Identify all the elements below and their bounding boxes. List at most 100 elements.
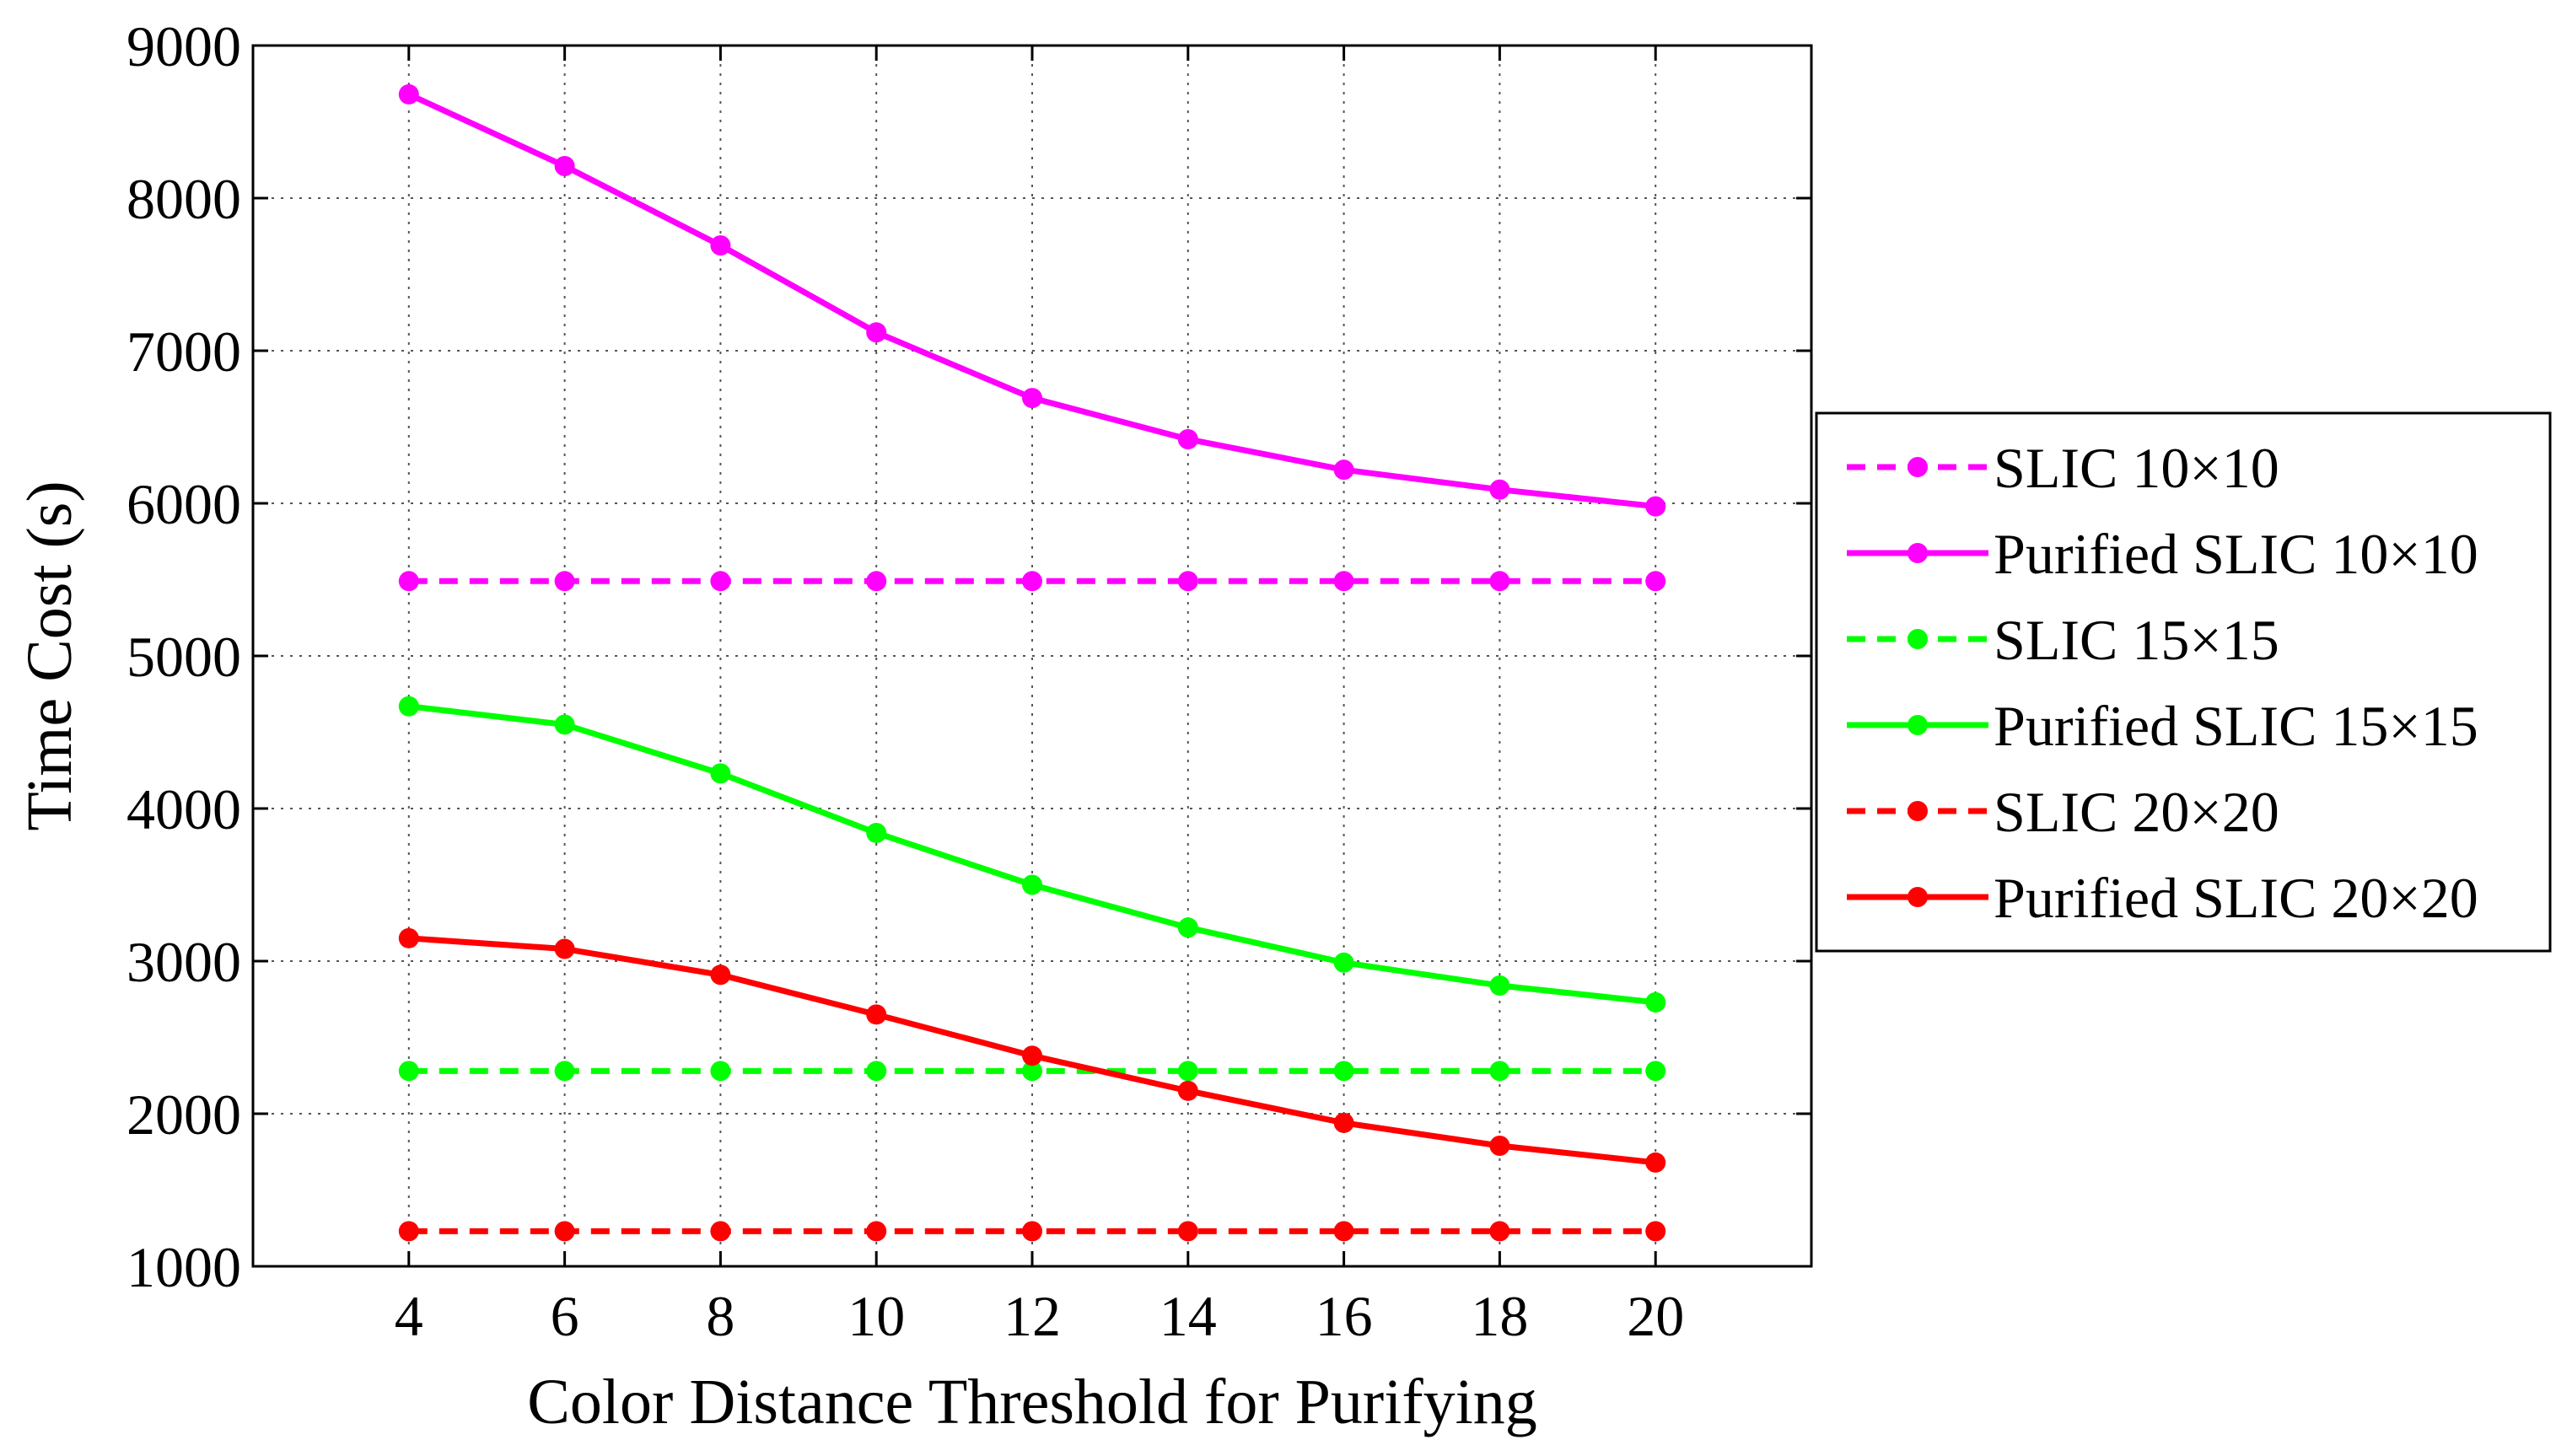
data-point [1022, 874, 1042, 895]
legend-label: SLIC 15×15 [1994, 608, 2279, 672]
series-5 [398, 927, 1666, 1173]
data-point [1177, 1221, 1198, 1242]
data-point [1489, 479, 1510, 500]
x-tick-label: 14 [1160, 1284, 1217, 1348]
legend-item: Purified SLIC 10×10 [1847, 522, 2478, 586]
x-tick-label: 6 [551, 1284, 579, 1348]
x-tick-label: 10 [848, 1284, 905, 1348]
data-point [1645, 1221, 1666, 1242]
data-point [554, 1061, 575, 1082]
legend-label: Purified SLIC 15×15 [1994, 694, 2478, 758]
legend-item: Purified SLIC 15×15 [1847, 694, 2478, 758]
data-point [398, 1061, 419, 1082]
data-point [1177, 428, 1198, 449]
data-point [398, 696, 419, 717]
data-point [866, 1061, 887, 1082]
data-point [866, 322, 887, 343]
data-point [1489, 1136, 1510, 1157]
data-point [1177, 917, 1198, 938]
data-point [554, 938, 575, 959]
axis-ticks: 4 6 8 10 12 14 16 18 20 1000 2000 3000 4000 5000 6000 7… [126, 14, 1811, 1348]
x-tick-label: 20 [1627, 1284, 1684, 1348]
x-tick-label: 8 [706, 1284, 735, 1348]
y-tick-label: 2000 [126, 1083, 241, 1147]
data-point [1333, 1112, 1354, 1133]
data-point [1333, 952, 1354, 973]
y-tick-label: 3000 [126, 930, 241, 994]
data-point [710, 763, 731, 784]
data-point [1177, 571, 1198, 592]
legend-item: SLIC 20×20 [1847, 780, 2279, 844]
legend: SLIC 10×10 Purified SLIC 10×10 SLIC 15×15 P… [1815, 411, 2552, 953]
y-axis-title: Time Cost (s) [14, 481, 85, 830]
legend-label: SLIC 10×10 [1994, 436, 2279, 500]
legend-swatch-marker [1908, 715, 1928, 735]
data-point [710, 235, 731, 256]
data-point [866, 1221, 887, 1242]
data-point [1022, 1045, 1042, 1066]
x-tick-label: 4 [395, 1284, 423, 1348]
legend-swatch-marker [1908, 887, 1928, 907]
data-point [554, 714, 575, 735]
series-2 [398, 1061, 1666, 1082]
legend-swatch-marker [1908, 543, 1928, 563]
data-point [554, 155, 575, 176]
legend-swatch-marker [1908, 801, 1928, 821]
data-point [1333, 1061, 1354, 1082]
y-tick-label: 4000 [126, 777, 241, 841]
legend-box [1815, 411, 2552, 953]
data-point [1645, 991, 1666, 1013]
data-point [1645, 1152, 1666, 1173]
data-point [398, 927, 419, 948]
data-point [866, 1004, 887, 1025]
y-tick-label: 7000 [126, 320, 241, 384]
data-point [1333, 571, 1354, 592]
data-point [710, 1061, 731, 1082]
data-point [1022, 388, 1042, 409]
y-tick-label: 6000 [126, 472, 241, 536]
x-tick-label: 12 [1004, 1284, 1061, 1348]
data-point [866, 571, 887, 592]
y-tick-label: 9000 [126, 14, 241, 78]
series-lines [398, 83, 1666, 1242]
grid [253, 46, 1811, 1266]
data-point [710, 964, 731, 986]
data-point [1645, 1061, 1666, 1082]
data-point [866, 822, 887, 843]
data-point [1333, 459, 1354, 481]
y-tick-label: 8000 [126, 167, 241, 231]
legend-item: Purified SLIC 20×20 [1847, 866, 2478, 930]
legend-item: SLIC 15×15 [1847, 608, 2279, 672]
legend-label: Purified SLIC 10×10 [1994, 522, 2478, 586]
data-point [710, 1221, 731, 1242]
y-tick-label: 5000 [126, 625, 241, 689]
data-point [398, 1221, 419, 1242]
series-4 [398, 1221, 1666, 1242]
data-point [1022, 571, 1042, 592]
y-tick-label: 1000 [126, 1235, 241, 1299]
data-point [1489, 1221, 1510, 1242]
data-point [1489, 571, 1510, 592]
legend-item: SLIC 10×10 [1847, 436, 2279, 500]
x-tick-label: 18 [1471, 1284, 1528, 1348]
series-1 [398, 83, 1666, 517]
data-point [1489, 1061, 1510, 1082]
data-point [1177, 1080, 1198, 1101]
data-point [1489, 975, 1510, 996]
data-point [1022, 1061, 1042, 1082]
data-point [554, 571, 575, 592]
data-point [1022, 1221, 1042, 1242]
series-3 [398, 696, 1666, 1013]
data-point [1645, 571, 1666, 592]
data-point [1177, 1061, 1198, 1082]
x-axis-title: Color Distance Threshold for Purifying [527, 1367, 1537, 1437]
data-point [1645, 496, 1666, 517]
data-point [554, 1221, 575, 1242]
data-point [1333, 1221, 1354, 1242]
legend-swatch-marker [1908, 457, 1928, 477]
legend-label: Purified SLIC 20×20 [1994, 866, 2478, 930]
legend-label: SLIC 20×20 [1994, 780, 2279, 844]
series-0 [398, 571, 1666, 592]
